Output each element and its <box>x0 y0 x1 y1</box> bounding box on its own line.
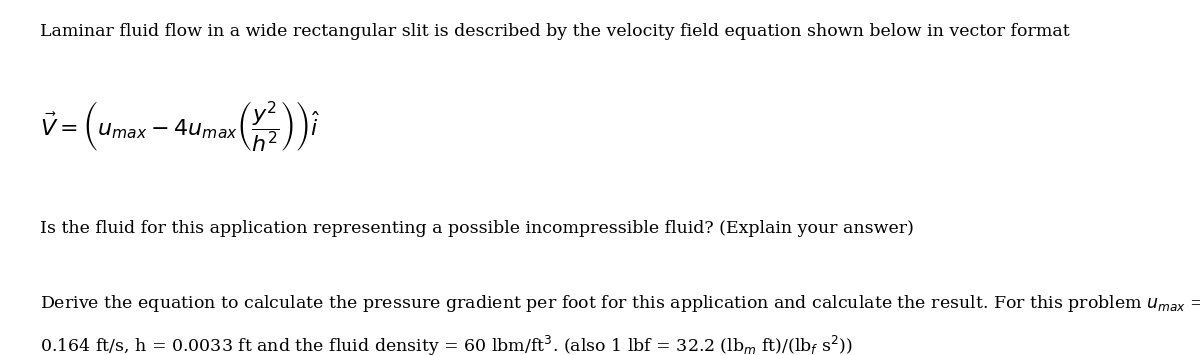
Text: Derive the equation to calculate the pressure gradient per foot for this applica: Derive the equation to calculate the pre… <box>40 293 1200 314</box>
Text: 0.164 ft/s, h = 0.0033 ft and the fluid density = 60 lbm/ft$^3$. (also 1 lbf = 3: 0.164 ft/s, h = 0.0033 ft and the fluid … <box>40 334 852 355</box>
Text: $\vec{V} = \left( u_{max} - 4u_{max}\left(\dfrac{y^2}{h^2}\right) \right)\hat{i}: $\vec{V} = \left( u_{max} - 4u_{max}\lef… <box>40 99 320 155</box>
Text: Laminar fluid flow in a wide rectangular slit is described by the velocity field: Laminar fluid flow in a wide rectangular… <box>40 23 1069 40</box>
Text: Is the fluid for this application representing a possible incompressible fluid? : Is the fluid for this application repres… <box>40 220 913 237</box>
